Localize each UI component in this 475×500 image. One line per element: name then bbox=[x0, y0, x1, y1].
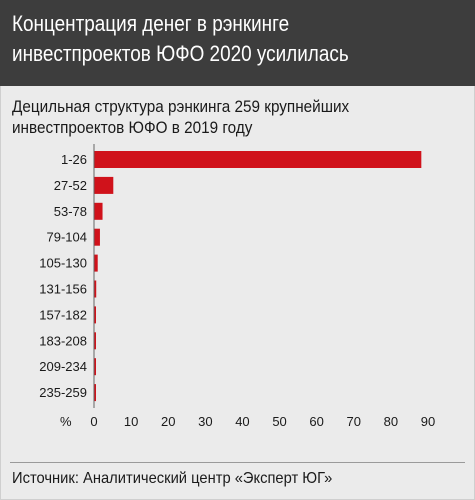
category-label: 235-259 bbox=[39, 385, 87, 400]
bar-183-208 bbox=[94, 332, 96, 350]
bar-1-26 bbox=[94, 151, 422, 168]
x-tick-label: 30 bbox=[198, 414, 212, 429]
category-label: 105-130 bbox=[39, 256, 87, 271]
category-label: 1-26 bbox=[61, 152, 87, 167]
category-label: 79-104 bbox=[47, 230, 87, 245]
x-axis: 0 10 20 30 40 50 60 70 80 90% bbox=[60, 144, 435, 429]
x-tick-label: 60 bbox=[309, 414, 323, 429]
category-label: 157-182 bbox=[39, 307, 87, 322]
bar-79-104 bbox=[94, 228, 100, 246]
bar-53-78 bbox=[94, 202, 103, 220]
x-tick-label: 50 bbox=[272, 414, 286, 429]
x-tick-label: 40 bbox=[235, 414, 249, 429]
source-note: Источник: Аналитический центр «Эксперт Ю… bbox=[12, 470, 333, 487]
header-bar: Концентрация денег в рэнкинге инвестпрое… bbox=[0, 0, 475, 86]
x-axis-unit-label: % bbox=[60, 414, 72, 429]
chart-subtitle-line-1: Децильная структура рэнкинга 259 крупней… bbox=[12, 97, 350, 116]
bar-209-234 bbox=[94, 358, 96, 376]
chart-title-line-1: Концентрация денег в рэнкинге bbox=[12, 11, 290, 36]
x-tick-label: 70 bbox=[347, 414, 361, 429]
chart-subtitle: Децильная структура рэнкинга 259 крупней… bbox=[12, 96, 426, 138]
category-label: 183-208 bbox=[39, 333, 87, 348]
chart-title-line-2: инвестпроектов ЮФО 2020 усилилась bbox=[12, 41, 349, 66]
bar-235-259 bbox=[94, 384, 96, 402]
category-label: 27-52 bbox=[54, 178, 87, 193]
source-divider bbox=[10, 462, 465, 463]
chart-subtitle-line-2: инвестпроектов ЮФО в 2019 году bbox=[12, 118, 253, 137]
chart-title: Концентрация денег в рэнкинге инвестпрое… bbox=[12, 9, 399, 69]
x-tick-label: 80 bbox=[384, 414, 398, 429]
bar-105-130 bbox=[94, 254, 98, 272]
x-tick-label: 10 bbox=[124, 414, 138, 429]
category-label: 209-234 bbox=[39, 359, 87, 374]
bar-27-52 bbox=[94, 176, 114, 194]
bar-chart: 1-26 27-52 53-78 79-104 105-130 131-156 157-18… bbox=[39, 144, 435, 429]
x-tick-label: 90 bbox=[421, 414, 435, 429]
x-tick-label: 20 bbox=[161, 414, 175, 429]
x-tick-label: 0 bbox=[90, 414, 97, 429]
category-label: 131-156 bbox=[39, 282, 87, 297]
bar-157-182 bbox=[94, 306, 96, 324]
bar-group bbox=[94, 151, 422, 402]
bar-131-156 bbox=[94, 280, 97, 298]
category-label: 53-78 bbox=[54, 204, 87, 219]
category-labels: 1-26 27-52 53-78 79-104 105-130 131-156 157-18… bbox=[39, 152, 87, 400]
